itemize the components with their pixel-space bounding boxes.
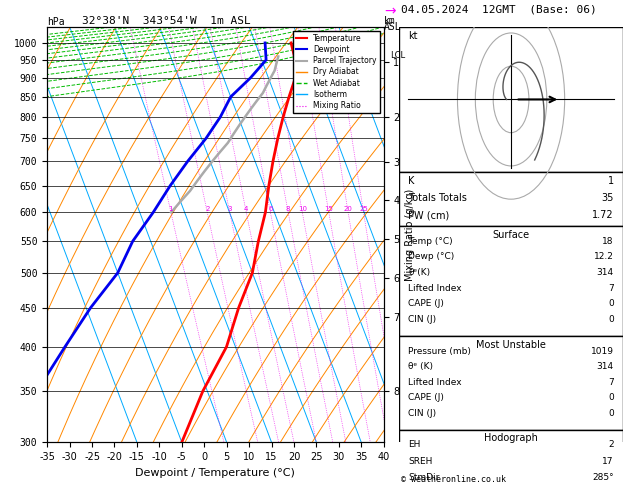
Text: 1: 1 [608,176,614,186]
Bar [399,27,623,172]
Text: 0: 0 [608,409,614,417]
Text: 4: 4 [244,207,248,212]
Text: 25: 25 [359,207,368,212]
Bar [399,336,623,430]
Text: 12.2: 12.2 [594,252,614,261]
Text: PW (cm): PW (cm) [408,210,450,220]
Text: 0: 0 [608,299,614,308]
Text: Temp (°C): Temp (°C) [408,237,453,245]
Text: Lifted Index: Lifted Index [408,378,462,387]
Text: Pressure (mb): Pressure (mb) [408,347,471,356]
Text: 20: 20 [343,207,353,212]
Text: 0: 0 [608,315,614,324]
Text: CAPE (J): CAPE (J) [408,299,444,308]
Bar [399,226,623,336]
Text: 04.05.2024  12GMT  (Base: 06): 04.05.2024 12GMT (Base: 06) [401,5,597,15]
Legend: Temperature, Dewpoint, Parcel Trajectory, Dry Adiabat, Wet Adiabat, Isotherm, Mi: Temperature, Dewpoint, Parcel Trajectory… [292,31,380,113]
Text: 7: 7 [608,283,614,293]
Text: 1.72: 1.72 [592,210,614,220]
Text: © weatheronline.co.uk: © weatheronline.co.uk [401,474,506,484]
Text: Dewp (°C): Dewp (°C) [408,252,455,261]
Text: 32°38'N  343°54'W  1m ASL: 32°38'N 343°54'W 1m ASL [82,16,250,26]
Bar [399,172,623,226]
Text: Totals Totals: Totals Totals [408,193,467,203]
Text: 0: 0 [608,393,614,402]
Text: 15: 15 [325,207,333,212]
Text: 2: 2 [205,207,209,212]
Text: StmDir: StmDir [408,473,440,483]
Text: 8: 8 [286,207,291,212]
Text: 285°: 285° [592,473,614,483]
Text: θᵉ(K): θᵉ(K) [408,268,430,277]
Y-axis label: Mixing Ratio (g/kg): Mixing Ratio (g/kg) [405,189,415,280]
Text: 18: 18 [603,237,614,245]
Text: CIN (J): CIN (J) [408,315,437,324]
X-axis label: Dewpoint / Temperature (°C): Dewpoint / Temperature (°C) [135,468,296,478]
Text: 6: 6 [268,207,272,212]
Text: Hodograph: Hodograph [484,433,538,443]
Text: 17: 17 [603,457,614,466]
Text: km: km [384,16,396,26]
Text: CAPE (J): CAPE (J) [408,393,444,402]
Text: →: → [385,5,396,19]
Text: 3: 3 [228,207,232,212]
Text: EH: EH [408,440,421,449]
Text: Lifted Index: Lifted Index [408,283,462,293]
Text: hPa: hPa [47,17,65,27]
Text: 1: 1 [169,207,173,212]
Text: 314: 314 [597,362,614,371]
Text: kt: kt [408,31,418,41]
Text: CIN (J): CIN (J) [408,409,437,417]
Text: 2: 2 [608,440,614,449]
Text: ASL: ASL [384,22,401,32]
Text: 35: 35 [601,193,614,203]
Bar [399,430,623,486]
Text: Most Unstable: Most Unstable [476,340,546,349]
Text: LCL: LCL [391,51,406,60]
Text: K: K [408,176,415,186]
Text: θᵉ (K): θᵉ (K) [408,362,433,371]
Text: SREH: SREH [408,457,433,466]
Text: 1019: 1019 [591,347,614,356]
Text: 7: 7 [608,378,614,387]
Text: 10: 10 [298,207,307,212]
Text: Surface: Surface [493,229,530,240]
Text: 314: 314 [597,268,614,277]
